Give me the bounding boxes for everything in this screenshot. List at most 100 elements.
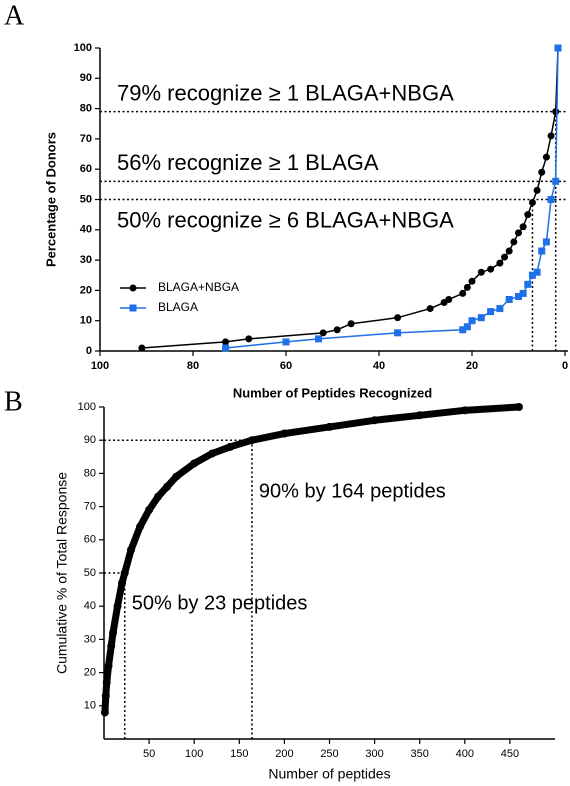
data-point <box>190 459 199 468</box>
x-axis-label: Number of Peptides Recognized <box>233 385 432 400</box>
chart-panel: A 0 10 20 30 40 50 60 70 80 90 100 100 80 60 40 20 0 Numbe… <box>4 0 568 400</box>
panel-label: B <box>4 386 23 417</box>
data-point <box>426 305 434 313</box>
data-point <box>496 259 504 267</box>
data-point <box>477 314 485 322</box>
y-tick-label: 60 <box>80 163 92 175</box>
data-point <box>222 344 230 352</box>
x-tick-label: 20 <box>466 360 478 372</box>
y-axis-label: Percentage of Donors <box>43 132 58 267</box>
y-tick-label: 100 <box>74 42 92 54</box>
annotation: 56% recognize ≥ 1 BLAGA <box>117 150 379 175</box>
x-tick-label: 150 <box>230 748 248 760</box>
data-point <box>347 320 355 328</box>
y-tick-label: 20 <box>84 667 96 679</box>
data-point <box>445 295 453 303</box>
data-point <box>325 422 334 431</box>
data-point <box>104 661 113 670</box>
data-point <box>528 199 536 207</box>
data-point <box>547 132 555 140</box>
x-tick-label: 300 <box>365 748 383 760</box>
y-tick-label: 70 <box>84 501 96 513</box>
data-point <box>547 196 555 203</box>
data-point <box>477 268 485 276</box>
data-point <box>519 289 527 297</box>
data-point <box>468 277 476 285</box>
data-point <box>524 211 532 219</box>
data-point <box>505 247 513 255</box>
annotation: 50% recognize ≥ 6 BLAGA+NBGA <box>117 207 454 232</box>
y-tick-label: 100 <box>78 401 96 413</box>
data-point <box>113 602 122 611</box>
data-point <box>315 335 323 343</box>
data-point <box>496 305 504 313</box>
x-tick-label: 250 <box>320 748 338 760</box>
data-point <box>554 44 562 52</box>
chart-panel: B 10 20 30 40 50 60 70 80 90 100 50 100 150 200 250 300 3… <box>4 386 555 782</box>
data-point <box>370 416 379 425</box>
data-point <box>463 283 471 291</box>
data-point <box>145 505 154 514</box>
legend-label: BLAGA+NBGA <box>158 280 239 294</box>
legend-marker <box>129 284 137 292</box>
data-point <box>533 268 541 276</box>
y-axis-label: Cumulative % of Total Response <box>54 472 70 674</box>
data-point <box>319 329 327 337</box>
data-point <box>542 238 550 246</box>
data-point <box>102 678 111 687</box>
data-point <box>109 628 118 637</box>
y-tick-label: 80 <box>80 103 92 115</box>
x-tick-label: 400 <box>456 748 474 760</box>
y-tick-label: 10 <box>84 700 96 712</box>
data-point <box>245 335 253 343</box>
data-point <box>333 326 341 334</box>
legend-label: BLAGA <box>158 300 198 314</box>
data-point <box>538 168 546 176</box>
y-tick-label: 60 <box>84 534 96 546</box>
data-point <box>247 436 256 445</box>
y-tick-label: 20 <box>80 284 92 296</box>
data-point <box>101 691 110 700</box>
annotation: 90% by 164 peptides <box>259 480 446 502</box>
x-tick-label: 200 <box>275 748 293 760</box>
x-tick-label: 450 <box>501 748 519 760</box>
data-point <box>463 323 471 331</box>
data-point <box>460 406 469 415</box>
data-point <box>282 338 290 346</box>
data-point <box>459 326 467 334</box>
data-point <box>107 642 116 651</box>
x-tick-label: 100 <box>185 748 203 760</box>
x-tick-label: 100 <box>91 360 109 372</box>
y-tick-label: 10 <box>80 315 92 327</box>
x-axis-label: Number of peptides <box>268 766 390 782</box>
y-tick-label: 80 <box>84 467 96 479</box>
x-tick-label: 50 <box>143 748 155 760</box>
y-tick-label: 0 <box>86 345 92 357</box>
panel-label: A <box>4 0 25 31</box>
data-point <box>552 177 560 185</box>
data-point <box>552 108 560 116</box>
y-tick-label: 40 <box>84 600 96 612</box>
data-point <box>394 329 402 337</box>
data-point <box>542 153 550 161</box>
y-tick-label: 50 <box>80 193 92 205</box>
data-point <box>222 338 230 346</box>
y-tick-label: 90 <box>80 72 92 84</box>
y-tick-label: 50 <box>84 567 96 579</box>
data-point <box>524 280 532 288</box>
series-line <box>101 403 520 713</box>
data-point <box>501 253 509 261</box>
data-point <box>118 578 127 587</box>
data-point <box>172 472 181 481</box>
annotation: 79% recognize ≥ 1 BLAGA+NBGA <box>117 80 454 105</box>
x-tick-label: 40 <box>373 360 385 372</box>
data-point <box>138 344 146 352</box>
x-tick-label: 350 <box>411 748 429 760</box>
data-point <box>538 247 546 255</box>
y-tick-label: 70 <box>80 133 92 145</box>
data-point <box>514 403 523 411</box>
legend-marker <box>129 304 137 312</box>
annotation: 50% by 23 peptides <box>132 592 308 614</box>
data-point <box>459 289 467 297</box>
